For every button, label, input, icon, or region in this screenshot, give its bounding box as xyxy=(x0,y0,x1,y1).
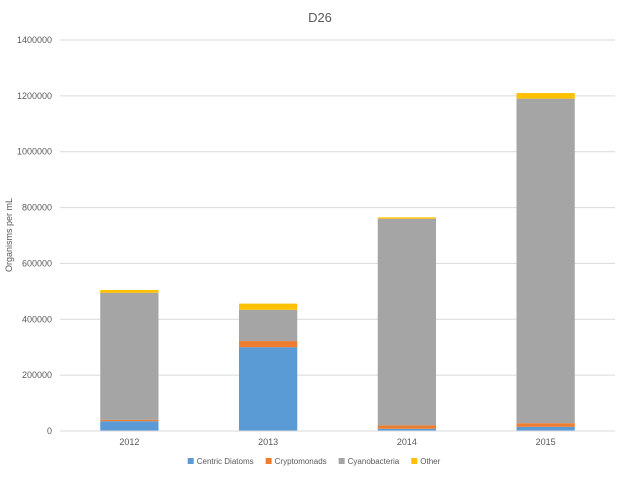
bar-stack-2013 xyxy=(238,303,298,431)
bar-segment-cyanobacteria xyxy=(100,292,159,420)
bar-segment-other xyxy=(100,289,159,293)
legend-label: Cyanobacteria xyxy=(348,457,400,466)
bar-segment-other xyxy=(238,303,298,310)
bar-segment-cryptomonads xyxy=(516,423,575,427)
bar-segment-cryptomonads xyxy=(238,341,298,348)
legend-swatch xyxy=(338,458,345,464)
x-tick-label: 2012 xyxy=(119,437,139,447)
x-tick-label: 2013 xyxy=(258,437,278,447)
bar-segment-centric-diatoms xyxy=(238,347,298,431)
y-tick-label: 800000 xyxy=(22,203,52,213)
bar-segment-cryptomonads xyxy=(377,425,437,429)
y-tick-label: 200000 xyxy=(22,370,52,380)
legend-swatch xyxy=(265,458,272,464)
bar-segment-centric-diatoms xyxy=(100,421,159,431)
y-axis-ticks: 0 200000 400000 600000 800000 1000000 1200000 1… xyxy=(17,35,52,436)
y-tick-label: 1000000 xyxy=(17,147,52,157)
y-tick-label: 400000 xyxy=(22,314,52,324)
chart-title: D26 xyxy=(308,10,332,25)
legend-label: Other xyxy=(420,457,440,466)
bar-segment-centric-diatoms xyxy=(377,428,437,431)
y-tick-label: 0 xyxy=(47,426,52,436)
bar-segment-cyanobacteria xyxy=(377,218,437,426)
bar-segment-other xyxy=(516,93,575,99)
bar-stack-2012 xyxy=(100,289,159,431)
bar-segment-cyanobacteria xyxy=(238,309,298,342)
legend: Centric Diatoms Cryptomonads Cyanobacteria… xyxy=(187,457,441,466)
x-tick-label: 2015 xyxy=(536,437,556,447)
y-tick-label: 1200000 xyxy=(17,91,52,101)
y-axis-title: Organisms per mL xyxy=(4,198,14,272)
x-tick-label: 2014 xyxy=(397,437,417,447)
bar-segment-cyanobacteria xyxy=(516,98,575,424)
y-tick-label: 1400000 xyxy=(17,35,52,45)
bar-segment-other xyxy=(377,217,437,219)
legend-swatch xyxy=(411,458,418,464)
legend-swatch xyxy=(187,458,194,464)
x-axis-ticks: 2012 2013 2014 2015 xyxy=(119,437,555,447)
legend-item-centric-diatoms: Centric Diatoms xyxy=(187,457,254,466)
legend-item-other: Other xyxy=(411,457,441,466)
legend-item-cyanobacteria: Cyanobacteria xyxy=(338,457,400,466)
legend-item-cryptomonads: Cryptomonads xyxy=(265,457,327,466)
y-tick-label: 600000 xyxy=(22,258,52,268)
bar-segment-centric-diatoms xyxy=(516,426,575,431)
bar-stack-2015 xyxy=(516,93,575,431)
legend-label: Cryptomonads xyxy=(275,457,327,466)
bar-stack-2014 xyxy=(377,217,437,431)
bar-segment-cryptomonads xyxy=(100,419,159,422)
legend-label: Centric Diatoms xyxy=(197,457,254,466)
bars xyxy=(100,93,575,431)
